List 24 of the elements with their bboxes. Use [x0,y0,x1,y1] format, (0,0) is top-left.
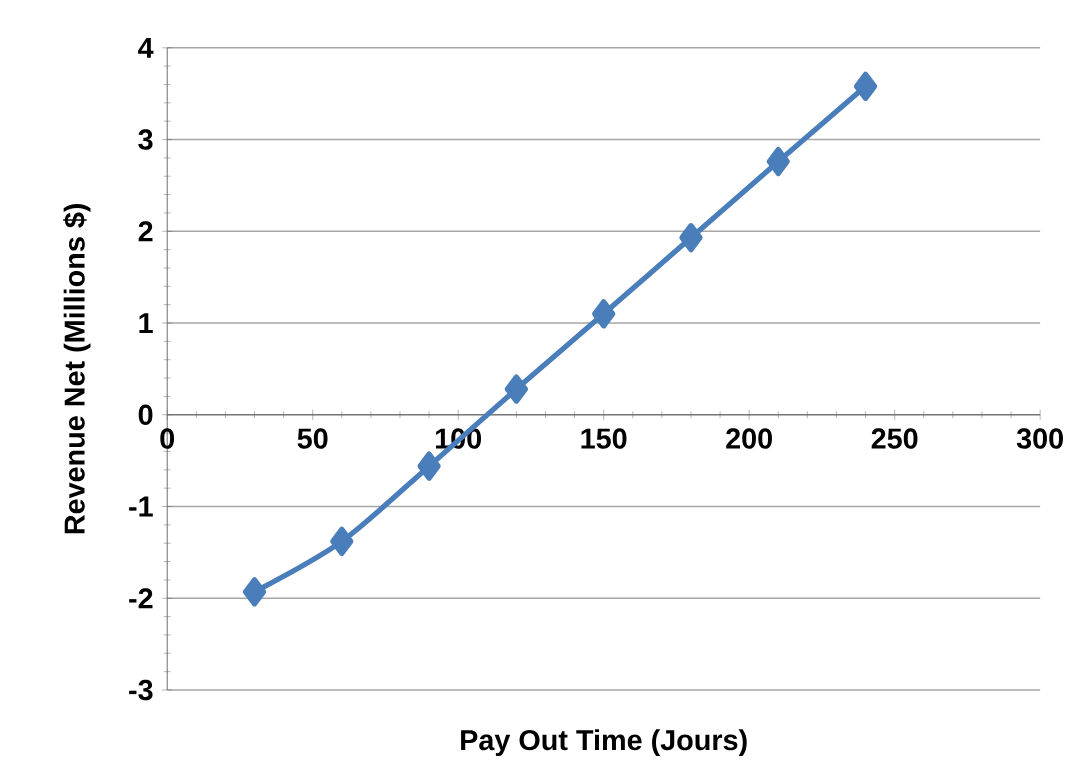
point [504,374,529,404]
point [330,526,354,556]
x-axis-title: Pay Out Time (Jours) [461,729,747,756]
point [592,299,616,329]
y-tick-label: -3 [129,679,153,701]
y-tick-label: 1 [139,313,153,333]
y-tick-label: -2 [129,588,153,609]
y-axis-title: Revenue Net (Millions $) [63,203,91,534]
y-tick-label: 0 [138,404,153,425]
point [853,71,878,101]
point [242,577,267,607]
x-tick-label: 150 [581,428,627,449]
point [766,146,790,177]
x-tick-label: 0 [160,428,175,449]
y-tick-label: 3 [138,129,153,150]
y-tick-label: -1 [129,496,153,517]
y-tick-label: 2 [138,221,153,242]
x-tick-label: 250 [871,428,918,449]
x-tick-label: 300 [1016,428,1063,449]
x-tick-label: 200 [726,428,772,449]
y-tick-label: 4 [138,37,154,58]
x-tick-label: 50 [297,428,328,449]
point [679,222,703,253]
point [417,451,441,481]
